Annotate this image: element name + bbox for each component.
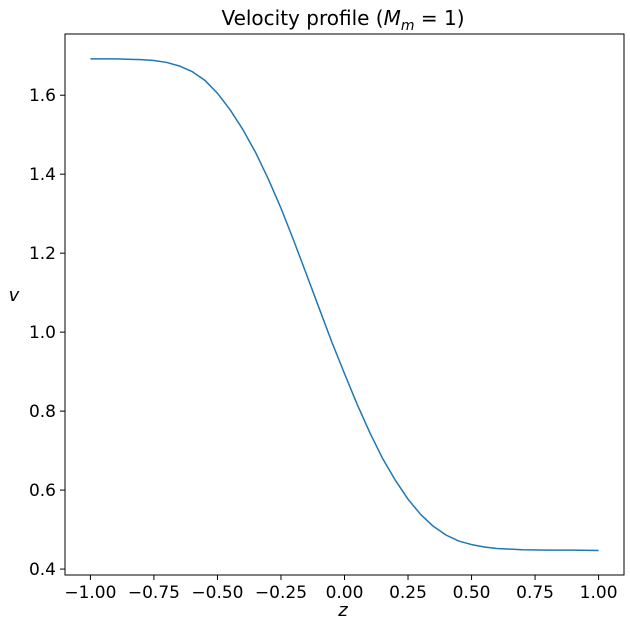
x-tick-label: −0.25 [255, 583, 307, 603]
title-math-symbol: M [384, 6, 401, 30]
y-tick-label: 1.6 [29, 86, 56, 106]
title-text: Velocity profile [221, 6, 369, 30]
chart-title: Velocity profile (Mm = 1) [221, 6, 464, 34]
y-tick-label: 1.4 [29, 165, 56, 185]
x-axis: −1.00 −0.75 −0.50 −0.25 0.00 0.25 0.50 0.75 1.00 [64, 575, 618, 603]
x-tick-label: 0.50 [453, 583, 491, 603]
y-tick-label: 1.2 [29, 244, 56, 264]
y-axis: 0.4 0.6 0.8 1.0 1.2 1.4 1.6 [29, 86, 65, 580]
y-tick-label: 0.6 [29, 481, 56, 501]
plot-layer [90, 58, 599, 552]
x-tick-label: −0.50 [191, 583, 243, 603]
y-tick-label: 0.8 [29, 402, 56, 422]
title-math-rhs: 1 [444, 6, 457, 30]
x-tick-label: 1.00 [580, 583, 618, 603]
y-axis-label: v [9, 285, 20, 306]
title-math-subscript: m [401, 18, 415, 34]
series-line-0 [90, 58, 599, 552]
x-tick-label: 0.00 [326, 583, 364, 603]
x-tick-label: 0.25 [389, 583, 427, 603]
x-tick-label: −1.00 [64, 583, 116, 603]
y-tick-label: 1.0 [29, 323, 56, 343]
x-tick-label: 0.75 [516, 583, 554, 603]
x-tick-label: −0.75 [128, 583, 180, 603]
x-axis-label: z [337, 600, 348, 621]
y-tick-label: 0.4 [29, 560, 56, 580]
